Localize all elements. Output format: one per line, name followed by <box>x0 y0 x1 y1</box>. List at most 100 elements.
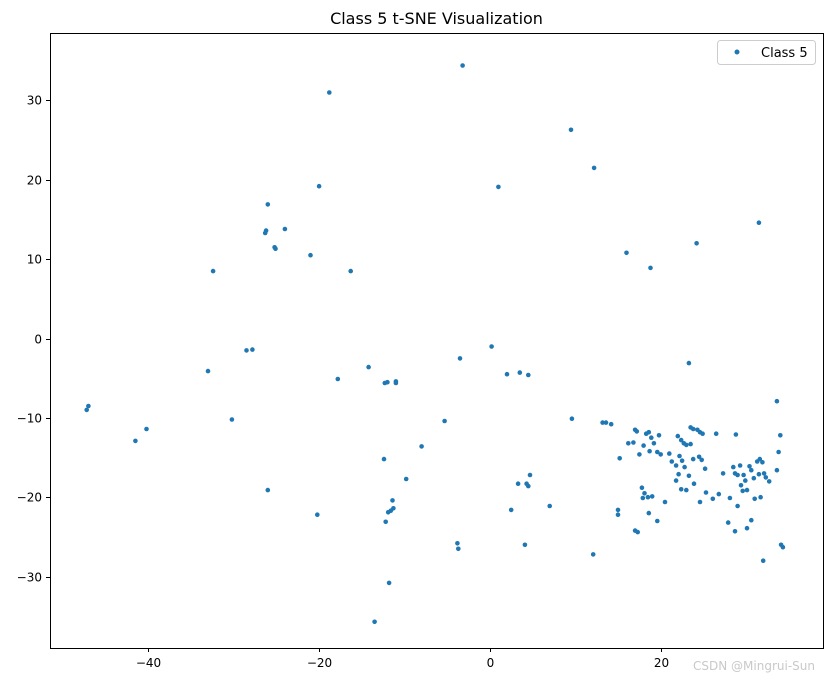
data-point <box>756 471 762 477</box>
y-tick-label: −10 <box>17 412 42 426</box>
data-point <box>144 426 149 432</box>
data-point <box>740 488 745 494</box>
data-point <box>504 371 510 377</box>
data-point <box>649 435 654 441</box>
data-point <box>631 440 636 445</box>
data-point <box>385 510 391 515</box>
data-point <box>686 473 692 479</box>
data-point <box>766 479 772 484</box>
data-point <box>335 376 341 382</box>
points-layer <box>84 63 786 625</box>
data-point <box>731 464 736 470</box>
legend: Class 5 <box>717 40 816 65</box>
y-tick-label: 30 <box>27 94 42 108</box>
data-point <box>749 467 754 473</box>
data-point <box>678 487 684 492</box>
data-point <box>703 490 709 495</box>
data-point <box>133 438 138 444</box>
data-point <box>460 63 465 68</box>
data-point <box>262 230 268 236</box>
data-point <box>735 503 740 509</box>
data-point <box>658 452 663 457</box>
data-point <box>752 496 757 502</box>
data-point <box>639 485 645 491</box>
data-point <box>735 472 740 478</box>
data-point <box>244 348 249 353</box>
data-point <box>456 546 461 552</box>
data-point <box>517 370 523 375</box>
x-axis-ticks: −40 −20 0 20 <box>136 648 669 670</box>
data-point <box>624 250 629 256</box>
x-tick-label: −20 <box>307 656 332 670</box>
data-point <box>733 432 739 437</box>
data-point <box>522 542 528 548</box>
data-point <box>758 494 763 500</box>
data-point <box>308 252 313 258</box>
data-point <box>760 460 765 465</box>
data-point <box>316 183 322 189</box>
data-point <box>390 498 395 503</box>
data-point <box>315 512 320 517</box>
data-point <box>496 184 501 190</box>
y-tick-label: 10 <box>27 253 42 267</box>
data-point <box>696 454 702 460</box>
data-point <box>383 519 389 525</box>
data-point <box>646 510 652 516</box>
data-point <box>743 478 748 483</box>
data-point <box>720 471 726 476</box>
data-point <box>774 398 780 404</box>
data-point <box>757 456 763 462</box>
data-point <box>615 512 621 517</box>
data-point <box>603 420 609 425</box>
data-point <box>442 418 447 424</box>
data-point <box>366 364 371 370</box>
data-point <box>713 431 719 437</box>
data-point <box>676 471 681 477</box>
data-point <box>684 487 689 493</box>
data-point <box>780 544 786 550</box>
data-point <box>282 226 288 232</box>
data-point <box>273 246 278 252</box>
data-point <box>682 464 687 470</box>
data-point <box>84 407 89 413</box>
data-point <box>348 268 354 274</box>
data-point <box>662 499 668 505</box>
data-point <box>776 449 781 455</box>
data-point <box>229 417 235 422</box>
data-point <box>686 360 692 366</box>
data-point <box>774 467 780 473</box>
data-point <box>763 475 769 480</box>
x-tick-label: 20 <box>654 656 669 670</box>
data-point <box>655 518 660 524</box>
data-point <box>508 507 514 513</box>
data-point <box>608 421 614 427</box>
data-point <box>738 483 744 488</box>
data-point <box>640 495 646 501</box>
data-point <box>684 442 689 448</box>
data-point <box>265 487 271 493</box>
plot-background <box>50 33 823 648</box>
data-point <box>372 619 377 625</box>
data-point <box>700 431 705 437</box>
data-point <box>725 520 731 525</box>
data-point <box>751 475 757 481</box>
data-point <box>568 127 574 133</box>
data-point <box>651 441 657 446</box>
data-point <box>690 426 696 432</box>
y-tick-label: 20 <box>27 174 42 188</box>
data-point <box>393 380 399 386</box>
data-point <box>385 379 390 385</box>
data-point <box>675 433 681 439</box>
data-point <box>737 463 743 468</box>
data-point <box>327 90 332 95</box>
data-point <box>649 494 655 499</box>
x-tick-label: 0 <box>487 656 495 670</box>
data-point <box>547 503 552 509</box>
data-point <box>673 463 679 468</box>
data-point <box>749 517 754 523</box>
y-tick-label: −20 <box>17 491 42 505</box>
data-point <box>381 456 387 462</box>
data-point <box>690 456 696 462</box>
data-point <box>489 344 494 349</box>
data-point <box>677 453 682 459</box>
